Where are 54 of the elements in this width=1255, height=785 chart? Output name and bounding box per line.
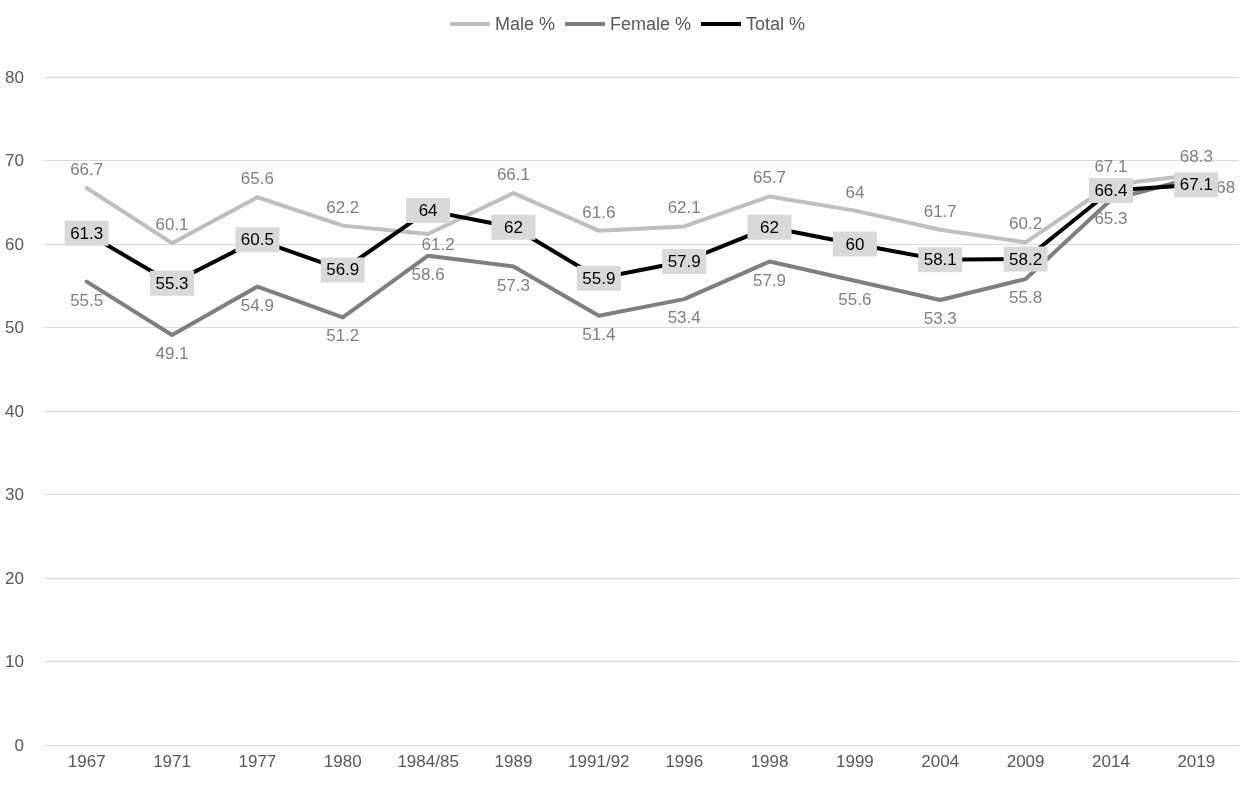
legend-label: Female % <box>609 14 692 34</box>
data-label: 55.6 <box>838 289 872 309</box>
data-label: 55.5 <box>70 290 104 310</box>
data-label: 53.3 <box>923 308 957 328</box>
data-label: 57.9 <box>752 270 787 290</box>
x-tick-label: 1996 <box>665 752 704 771</box>
data-label: 55.8 <box>1009 288 1043 308</box>
x-tick-label: 1980 <box>323 752 362 771</box>
x-tick-label: 1998 <box>750 752 789 771</box>
legend-label: Total % <box>746 14 806 34</box>
data-label: 61.2 <box>421 234 455 254</box>
data-label: 58.6 <box>411 264 445 284</box>
y-tick-label: 60 <box>5 234 24 254</box>
data-label: 49.1 <box>155 344 189 364</box>
data-label: 64 <box>845 182 865 202</box>
data-label: 65.3 <box>1094 208 1128 228</box>
data-label: 54.9 <box>240 295 274 315</box>
data-label: 62.2 <box>326 197 360 217</box>
data-label: 62 <box>504 217 523 237</box>
x-tick-label: 2019 <box>1177 752 1216 771</box>
y-tick-label: 20 <box>5 568 24 588</box>
y-tick-label: 0 <box>14 735 24 755</box>
y-tick-label: 30 <box>5 485 24 504</box>
x-tick-label: 2014 <box>1092 752 1130 771</box>
data-label: 60.1 <box>155 215 189 235</box>
x-tick-label: 1971 <box>153 752 191 771</box>
data-label: 67.1 <box>1094 156 1128 176</box>
x-tick-label: 1989 <box>494 752 533 771</box>
data-label: 61.6 <box>582 202 616 222</box>
data-label: 66.1 <box>496 165 531 185</box>
legend-label: Male % <box>494 14 555 34</box>
x-tick-label: 2009 <box>1006 752 1045 771</box>
y-tick-label: 40 <box>5 401 24 421</box>
y-tick-label: 70 <box>5 151 24 170</box>
x-tick-label: 1991/92 <box>568 752 630 771</box>
data-label: 65.6 <box>240 169 274 189</box>
x-tick-label: 1977 <box>238 752 277 771</box>
data-label: 62.1 <box>667 198 701 218</box>
x-tick-label: 1967 <box>67 752 106 771</box>
data-label: 57.3 <box>496 275 531 295</box>
data-label: 65.7 <box>752 168 787 188</box>
data-label: 61.7 <box>923 201 957 221</box>
x-tick-label: 2004 <box>921 752 960 771</box>
data-label: 53.4 <box>667 308 701 328</box>
data-label: 60.2 <box>1009 214 1043 234</box>
y-tick-label: 10 <box>5 652 24 671</box>
x-tick-label: 1999 <box>835 752 874 771</box>
data-label: 51.2 <box>326 326 360 346</box>
data-label: 66.7 <box>70 160 104 180</box>
y-tick-label: 80 <box>5 67 24 87</box>
x-tick-label: 1984/85 <box>397 752 459 771</box>
y-tick-label: 50 <box>5 318 24 337</box>
data-label: 51.4 <box>582 324 616 344</box>
data-label: 68.3 <box>1179 146 1213 166</box>
